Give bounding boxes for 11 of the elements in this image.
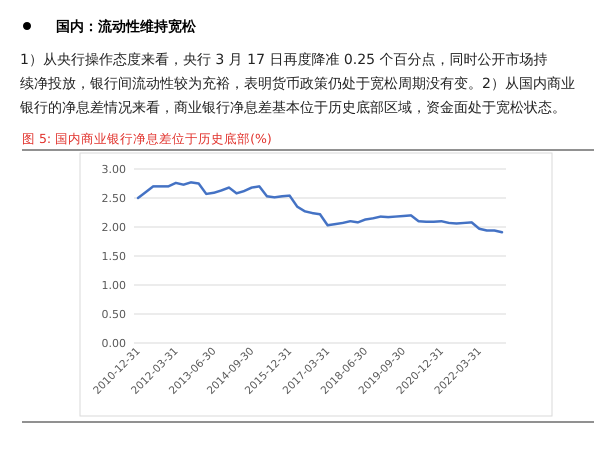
line-series [136, 181, 504, 234]
y-tick-label: 2.00 [102, 220, 126, 234]
text: 1）从央行操作态度来看，央行 3 月 17 日再度降准 0.25 个百分点，同时公开市场持续净投放，银行间流动性较为充裕，表明货币政策仍处于宽松周期没有变。2）从国内商业银行的净息差情况来看，商业银行净息差基本位于历史底部区域，资金面处于宽松状态。 [19, 52, 575, 116]
y-tick-label: 2.50 [102, 192, 126, 205]
y-tick-label: 0.00 [102, 336, 126, 350]
y-tick-label: 0.50 [102, 308, 126, 321]
chart-subtitle: 图 5: 国内商业银行净息差位于历史底部(%) [22, 131, 272, 146]
y-tick-label: 3.00 [102, 162, 126, 176]
y-tick-label: 1.50 [102, 250, 126, 263]
chart-title: 国内：流动性维持宽松 [56, 18, 197, 35]
y-tick-label: 1.00 [102, 278, 126, 292]
